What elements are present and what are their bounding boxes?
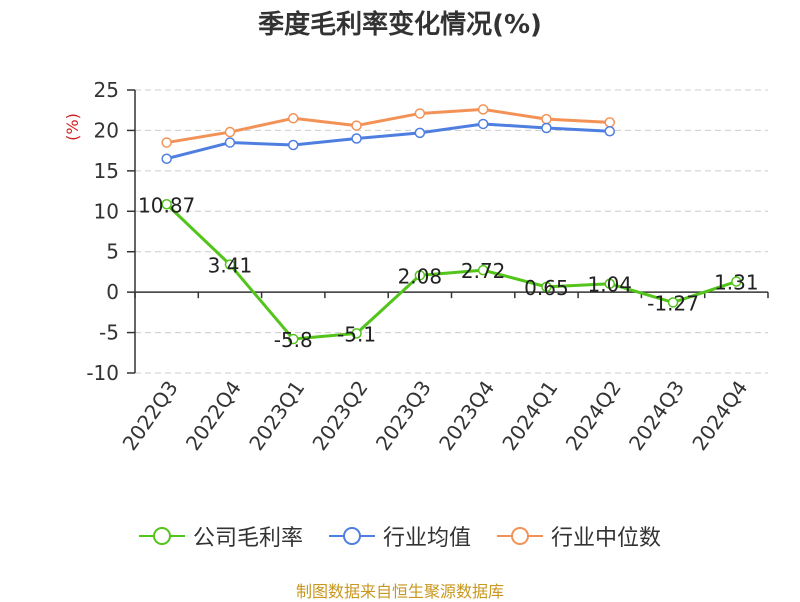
series-point [667,297,679,308]
x-tick-label: 2024Q4 [687,376,752,455]
y-tick-label: 15 [94,159,119,183]
legend-item[interactable]: 行业中位数 [497,520,661,552]
series-point [477,264,489,276]
x-tick-label: 2024Q3 [624,376,689,455]
y-tick-label: 0 [106,280,119,304]
legend-swatch [138,527,185,545]
series-point [414,127,426,139]
x-tick-label: 2023Q2 [307,376,372,455]
label-layer: 10.87 3.41 -5.8 -5.1 2.08 2.72 0.65 1.04 -1.27 1.… [138,193,759,352]
series-point [161,153,172,164]
legend-swatch [328,527,375,545]
series-point [731,276,742,287]
y-tick-label: 20 [94,118,119,142]
series-point [541,281,552,293]
chart-title: 季度毛利率变化情况(%) [258,10,542,40]
legend-label: 行业中位数 [551,526,662,551]
x-tick-label: 2023Q3 [371,376,436,455]
series-line [166,107,610,145]
legend: 公司毛利率 行业均值 行业中位数 [0,520,800,552]
x-tick-label: 2024Q2 [561,376,626,455]
series-point [224,137,236,148]
series-point [288,333,299,345]
x-tick-label: 2023Q4 [434,376,499,455]
series-point [351,133,362,144]
y-tick-label: 10 [94,199,119,223]
y-tick-label: 5 [106,240,119,264]
legend-swatch-marker [342,527,361,545]
data-label: 2.08 [398,264,443,288]
y-axis-unit: (%) [63,113,82,141]
data-label: 1.04 [587,273,632,297]
y-tick-label: 25 [94,78,119,102]
x-tick-label: 2022Q4 [181,376,246,455]
series-point [414,270,426,281]
series-point [604,278,615,289]
legend-swatch [497,527,543,545]
data-label: 10.87 [138,193,195,217]
series-point [351,120,362,131]
legend-item[interactable]: 公司毛利率 [138,520,303,552]
x-tick-label: 2023Q1 [244,376,309,455]
data-label: -5.1 [337,322,376,346]
y-tick-label: -5 [99,321,119,345]
legend-swatch-marker [511,527,529,545]
series-point [604,117,615,128]
x-tick-label: 2022Q3 [118,376,183,455]
legend-swatch-marker [152,527,171,545]
data-label: 3.41 [208,254,253,278]
data-label: -5.8 [274,328,313,352]
series-point [541,122,552,134]
series-point [604,125,615,137]
series-point [224,126,236,138]
series-point [161,199,172,210]
series-layer [161,104,742,345]
legend-item[interactable]: 行业均值 [328,520,471,552]
series-point [477,104,489,115]
series-point [224,259,236,270]
series-point [351,328,362,339]
data-label: 0.65 [524,276,569,300]
series-point [288,113,299,124]
series-point [477,118,489,130]
y-tick-label: -10 [86,361,119,385]
series-point [414,108,426,119]
x-tick-label: 2024Q1 [497,376,562,455]
series-point [161,137,172,148]
data-label: -1.27 [647,291,699,315]
series-point [288,139,299,151]
series-point [541,113,552,125]
series-line [166,122,610,161]
source-note: 制图数据来自恒生聚源数据库 [295,582,504,601]
data-label: 1.31 [714,271,759,295]
series-line [165,203,737,341]
data-label: 2.72 [461,259,506,283]
legend-label: 公司毛利率 [192,526,303,551]
legend-label: 行业均值 [382,526,471,551]
